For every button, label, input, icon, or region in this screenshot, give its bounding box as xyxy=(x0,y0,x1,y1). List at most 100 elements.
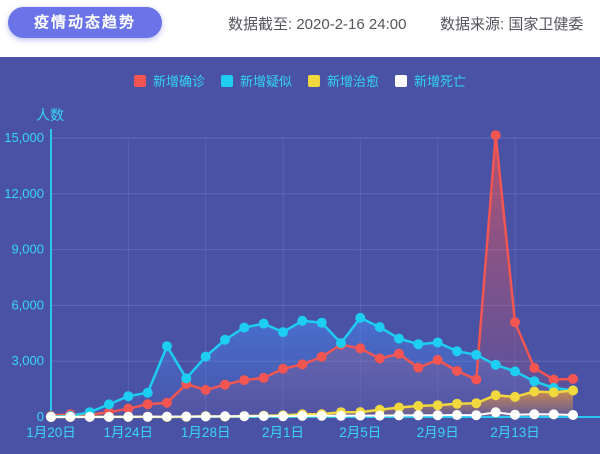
data-point-new-cured[interactable] xyxy=(432,400,443,411)
data-point-new-deaths[interactable] xyxy=(471,410,482,421)
data-point-new-deaths[interactable] xyxy=(490,407,501,418)
legend-swatch-new-confirmed xyxy=(133,74,146,87)
data-point-new-deaths[interactable] xyxy=(510,409,520,420)
data-point-new-confirmed[interactable] xyxy=(374,353,385,364)
data-point-new-suspected[interactable] xyxy=(529,376,540,387)
data-point-new-confirmed[interactable] xyxy=(123,403,134,414)
data-point-new-suspected[interactable] xyxy=(297,315,308,326)
data-point-new-suspected[interactable] xyxy=(239,322,250,333)
legend-label-new-cured: 新增治愈 xyxy=(327,74,380,89)
data-point-new-suspected[interactable] xyxy=(432,337,443,348)
data-point-new-suspected[interactable] xyxy=(316,317,327,328)
data-point-new-confirmed[interactable] xyxy=(278,363,288,374)
data-point-new-suspected[interactable] xyxy=(452,346,462,357)
data-point-new-confirmed[interactable] xyxy=(258,372,269,383)
data-point-new-suspected[interactable] xyxy=(490,359,501,370)
data-point-new-suspected[interactable] xyxy=(413,339,424,350)
data-point-new-suspected[interactable] xyxy=(355,312,366,323)
legend-item-new-confirmed[interactable]: 新增确诊 xyxy=(133,71,205,90)
data-point-new-cured[interactable] xyxy=(452,398,462,409)
data-point-new-deaths[interactable] xyxy=(84,411,95,422)
data-point-new-deaths[interactable] xyxy=(394,410,404,421)
data-point-new-deaths[interactable] xyxy=(355,410,366,421)
data-source-text: 数据来源: 国家卫健委 xyxy=(440,13,583,34)
legend-item-new-deaths[interactable]: 新增死亡 xyxy=(395,71,466,90)
data-point-new-deaths[interactable] xyxy=(548,409,559,420)
data-point-new-suspected[interactable] xyxy=(394,333,404,344)
data-point-new-suspected[interactable] xyxy=(123,391,134,402)
data-point-new-confirmed[interactable] xyxy=(432,355,443,365)
data-point-new-deaths[interactable] xyxy=(220,411,230,422)
data-point-new-suspected[interactable] xyxy=(258,318,269,329)
data-point-new-cured[interactable] xyxy=(413,400,424,411)
data-point-new-deaths[interactable] xyxy=(258,411,269,422)
data-point-new-deaths[interactable] xyxy=(413,410,424,421)
data-point-new-deaths[interactable] xyxy=(46,412,56,422)
data-point-new-confirmed[interactable] xyxy=(355,343,366,354)
data-point-new-suspected[interactable] xyxy=(471,349,482,360)
data-point-new-deaths[interactable] xyxy=(336,410,346,421)
data-point-new-confirmed[interactable] xyxy=(413,362,424,373)
data-point-new-suspected[interactable] xyxy=(278,327,288,338)
data-point-new-deaths[interactable] xyxy=(568,410,578,420)
legend-swatch-new-deaths xyxy=(395,74,408,87)
legend-label-new-confirmed: 新增确诊 xyxy=(152,74,205,89)
data-point-new-deaths[interactable] xyxy=(432,410,443,421)
legend-label-new-suspected: 新增疑似 xyxy=(239,74,292,89)
data-point-new-cured[interactable] xyxy=(490,390,501,401)
data-point-new-cured[interactable] xyxy=(471,398,482,409)
data-point-new-suspected[interactable] xyxy=(181,373,192,384)
data-point-new-confirmed[interactable] xyxy=(568,373,578,384)
data-point-new-suspected[interactable] xyxy=(162,341,172,352)
data-point-new-confirmed[interactable] xyxy=(142,399,153,410)
data-point-new-confirmed[interactable] xyxy=(220,379,230,390)
data-point-new-cured[interactable] xyxy=(568,385,578,396)
data-point-new-deaths[interactable] xyxy=(316,410,327,421)
data-point-new-deaths[interactable] xyxy=(529,409,540,420)
data-point-new-confirmed[interactable] xyxy=(452,365,462,376)
data-point-new-deaths[interactable] xyxy=(278,411,288,422)
data-point-new-cured[interactable] xyxy=(510,391,520,402)
x-tick-label: 2月5日 xyxy=(339,425,381,440)
data-point-new-confirmed[interactable] xyxy=(297,359,308,370)
data-point-new-confirmed[interactable] xyxy=(200,384,211,395)
data-point-new-deaths[interactable] xyxy=(200,411,211,422)
legend-swatch-new-cured xyxy=(308,74,320,87)
data-point-new-deaths[interactable] xyxy=(162,411,172,422)
data-point-new-cured[interactable] xyxy=(529,386,540,397)
data-point-new-deaths[interactable] xyxy=(123,411,134,422)
trend-chart-panel: 新增确诊 新增疑似 新增治愈 新增死亡 人数 0 3,000 6,000 9,000 12,00… xyxy=(0,57,600,454)
data-point-new-confirmed[interactable] xyxy=(548,374,559,385)
data-point-new-deaths[interactable] xyxy=(142,411,153,422)
data-point-new-confirmed[interactable] xyxy=(529,362,540,373)
legend-item-new-cured[interactable]: 新增治愈 xyxy=(308,71,379,90)
data-point-new-suspected[interactable] xyxy=(104,399,114,410)
data-point-new-confirmed[interactable] xyxy=(162,397,172,408)
data-point-new-suspected[interactable] xyxy=(142,387,153,398)
data-point-new-suspected[interactable] xyxy=(220,334,230,345)
data-point-new-confirmed[interactable] xyxy=(239,375,250,386)
data-point-new-cured[interactable] xyxy=(394,402,404,413)
data-point-new-cured[interactable] xyxy=(548,387,559,398)
data-point-new-deaths[interactable] xyxy=(65,411,76,422)
data-point-new-deaths[interactable] xyxy=(297,410,308,421)
legend-item-new-suspected[interactable]: 新增疑似 xyxy=(220,71,292,90)
data-point-new-deaths[interactable] xyxy=(181,411,192,422)
data-point-new-deaths[interactable] xyxy=(374,410,385,421)
data-point-new-suspected[interactable] xyxy=(374,322,385,333)
data-point-new-deaths[interactable] xyxy=(239,411,250,422)
data-point-new-confirmed[interactable] xyxy=(316,351,327,362)
data-point-new-confirmed[interactable] xyxy=(394,348,404,359)
data-point-new-deaths[interactable] xyxy=(452,410,462,420)
series-new-confirmed-line xyxy=(50,133,574,417)
data-cutoff-value: 2020-2-16 24:00 xyxy=(296,16,407,33)
data-point-new-deaths[interactable] xyxy=(104,411,114,422)
data-point-new-suspected[interactable] xyxy=(200,351,211,362)
data-point-new-confirmed[interactable] xyxy=(471,374,482,385)
data-point-new-confirmed[interactable] xyxy=(490,130,501,141)
x-tick-label: 2月13日 xyxy=(490,425,540,440)
data-point-new-confirmed[interactable] xyxy=(510,317,520,328)
data-point-new-suspected[interactable] xyxy=(336,338,346,349)
data-point-new-suspected[interactable] xyxy=(510,366,520,377)
series-new-cured-area xyxy=(51,390,573,417)
